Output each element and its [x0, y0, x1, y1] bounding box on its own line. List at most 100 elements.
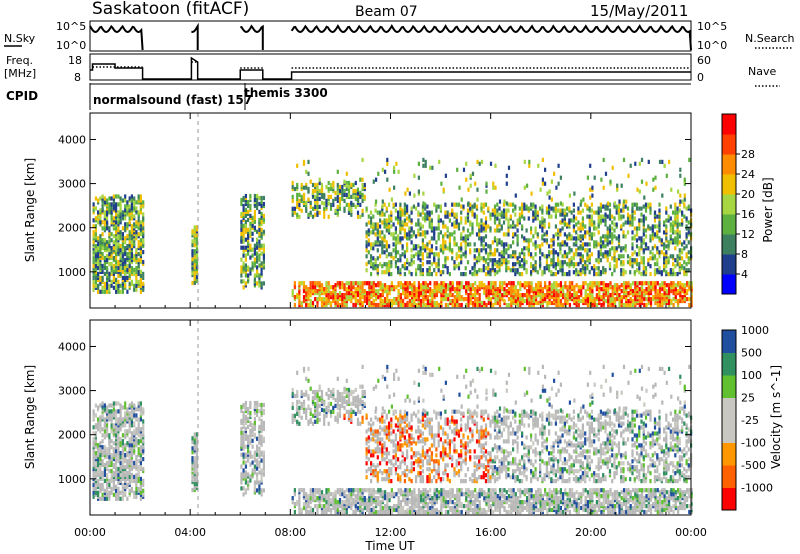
velocity-cell — [137, 451, 140, 456]
power-cell — [525, 260, 528, 265]
power-cell — [399, 258, 402, 263]
power-cell — [453, 224, 456, 229]
power-cell — [115, 277, 118, 282]
power-cell — [467, 293, 470, 298]
velocity-cell — [139, 405, 142, 410]
velocity-cell — [92, 415, 95, 420]
power-cell — [523, 252, 526, 257]
power-cell — [435, 287, 438, 292]
power-cell — [645, 302, 648, 308]
power-cell — [103, 289, 106, 294]
power-cell — [647, 246, 650, 251]
power-cell — [512, 220, 515, 225]
power-cell — [316, 200, 319, 205]
power-cell — [496, 212, 499, 217]
power-cell — [593, 210, 596, 215]
power-cell — [446, 234, 449, 239]
power-cell — [523, 206, 526, 211]
power-cell — [604, 234, 607, 239]
power-cell — [408, 236, 411, 241]
power-cell — [417, 228, 420, 233]
power-cell — [505, 212, 508, 217]
power-cell — [323, 193, 326, 198]
power-cell — [616, 287, 619, 292]
power-cell — [291, 194, 294, 199]
power-cell — [437, 268, 440, 273]
power-cell — [665, 289, 668, 294]
power-cell — [94, 196, 97, 201]
velocity-cell — [97, 478, 100, 483]
power-cell — [584, 289, 587, 294]
power-cell — [298, 298, 301, 304]
power-cell — [439, 244, 442, 249]
power-cell — [579, 222, 582, 227]
power-cell — [507, 228, 510, 233]
power-cell — [253, 243, 256, 248]
power-cell — [379, 230, 382, 235]
power-cell — [635, 238, 639, 243]
power-cell — [530, 191, 533, 196]
power-cell — [584, 234, 587, 239]
power-cell — [318, 180, 321, 186]
power-cell — [296, 293, 299, 298]
power-cell — [627, 281, 630, 286]
power-cell — [343, 206, 346, 211]
power-cell — [402, 302, 405, 308]
velocity-cell — [108, 478, 111, 483]
power-cell — [128, 236, 131, 241]
power-cell — [316, 192, 319, 197]
power-cell — [419, 272, 422, 277]
power-cell — [291, 212, 294, 217]
power-cell — [532, 218, 535, 223]
power-cell — [249, 225, 252, 230]
power-cell — [249, 271, 252, 276]
power-cell — [544, 181, 547, 186]
power-cell — [244, 245, 247, 250]
power-cell — [293, 295, 296, 300]
power-cell — [247, 227, 250, 232]
power-cell — [99, 246, 102, 251]
velocity-cell — [101, 413, 104, 418]
power-cell — [329, 194, 333, 199]
power-cell — [417, 244, 420, 249]
power-cell — [354, 293, 357, 298]
power-cell — [476, 285, 479, 290]
power-cell — [133, 283, 136, 288]
power-cell — [591, 193, 594, 198]
power-cell — [433, 226, 436, 231]
power-cell — [424, 230, 427, 235]
power-cell — [535, 283, 538, 288]
power-cell — [678, 234, 681, 239]
power-cell — [366, 297, 369, 302]
power-cell — [669, 226, 672, 231]
power-cell — [329, 291, 333, 296]
power-cell — [622, 246, 625, 251]
power-cell — [195, 261, 199, 266]
power-cell — [491, 252, 494, 257]
power-cell — [534, 204, 537, 209]
power-cell — [681, 298, 684, 304]
power-cell — [590, 236, 593, 241]
power-cell — [631, 252, 634, 257]
power-cell — [478, 287, 481, 292]
power-cell — [568, 270, 571, 275]
power-cell — [548, 189, 551, 194]
power-cell — [444, 210, 447, 215]
power-cell — [530, 298, 533, 304]
power-cell — [341, 285, 344, 290]
power-cell — [467, 281, 470, 286]
power-cell — [117, 220, 120, 225]
velocity-cell — [124, 415, 127, 420]
power-cell — [124, 194, 127, 199]
power-cell — [124, 198, 127, 203]
power-cell — [541, 228, 544, 233]
power-cell — [302, 285, 306, 290]
power-cell — [130, 206, 133, 211]
power-cell — [386, 285, 389, 290]
velocity-cell — [112, 462, 115, 468]
power-cell — [408, 226, 411, 231]
power-cell — [469, 283, 472, 288]
power-cell — [365, 244, 368, 249]
power-cell — [611, 293, 614, 298]
power-cell — [130, 224, 133, 229]
